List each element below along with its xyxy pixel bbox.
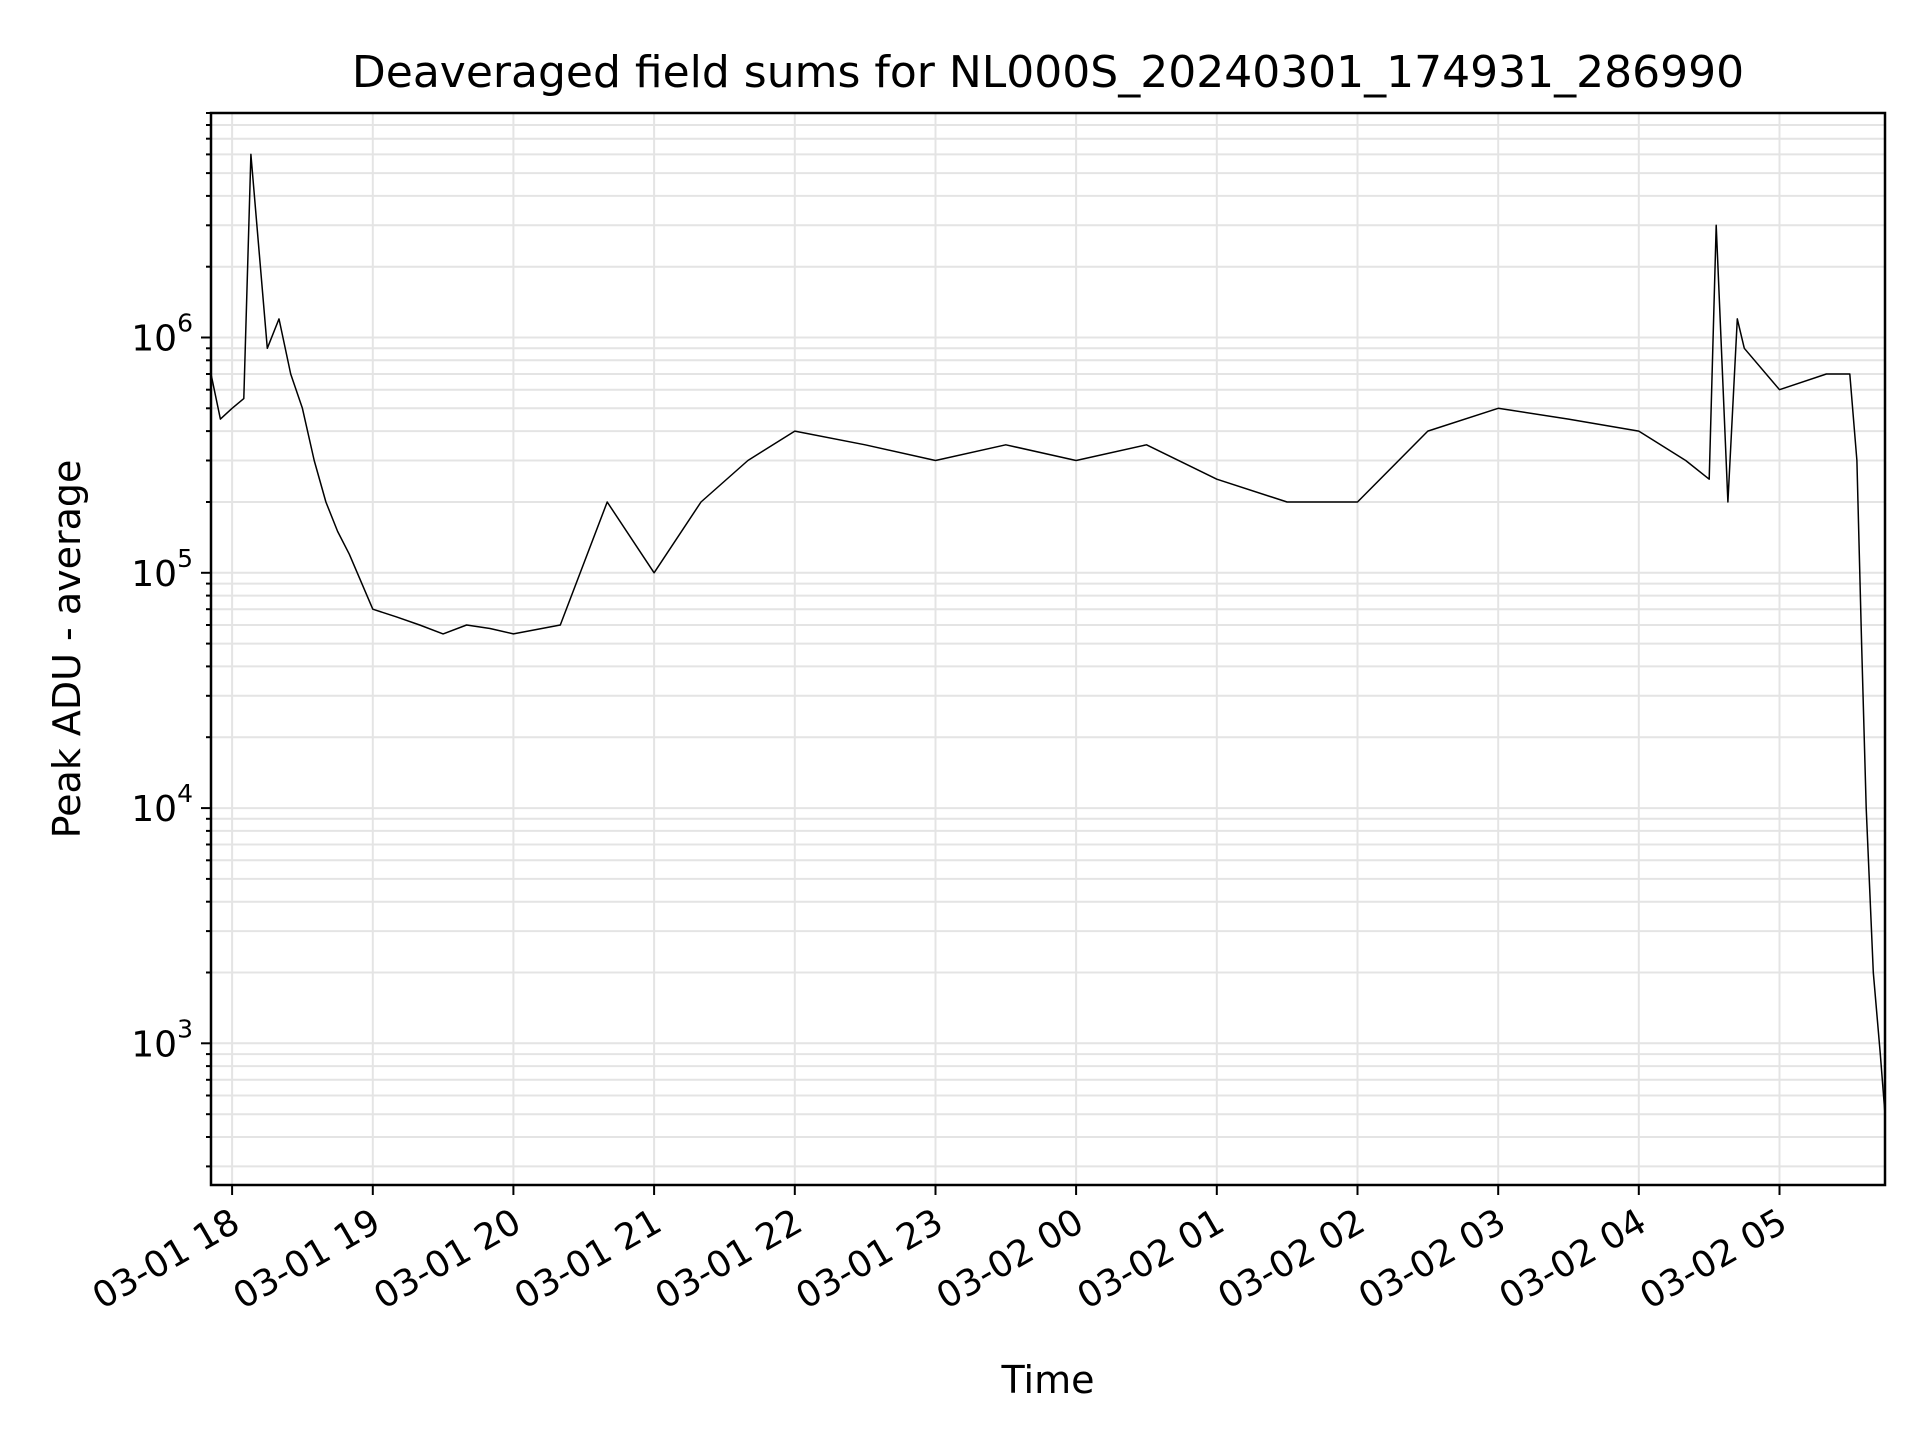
axis-ticks — [201, 112, 1781, 1195]
x-tick-label: 03-02 03 — [1352, 1201, 1513, 1317]
grid-lines — [211, 112, 1885, 1185]
y-tick-label: 106 — [131, 309, 193, 360]
y-tick-label-exponent: 4 — [177, 779, 193, 808]
x-tick-label: 03-02 00 — [930, 1201, 1091, 1317]
x-tick-label: 03-01 22 — [649, 1201, 810, 1317]
y-tick-label-base: 10 — [131, 789, 177, 830]
y-tick-label-base: 10 — [131, 1024, 177, 1065]
y-axis-label: Peak ADU - average — [45, 460, 89, 839]
x-axis-label: Time — [1001, 1358, 1095, 1402]
y-tick-label: 105 — [131, 544, 193, 595]
x-tick-label: 03-01 19 — [227, 1201, 388, 1317]
y-tick-label-exponent: 3 — [177, 1014, 193, 1043]
chart-title: Deaveraged field sums for NL000S_2024030… — [352, 47, 1744, 98]
y-tick-label-base: 10 — [131, 554, 177, 595]
x-tick-label: 03-01 23 — [789, 1201, 950, 1317]
y-tick-label-exponent: 5 — [177, 544, 193, 573]
x-tick-label: 03-01 21 — [508, 1201, 669, 1317]
y-tick-label: 103 — [131, 1014, 193, 1065]
y-tick-label-base: 10 — [131, 319, 177, 360]
plot-frame — [209, 111, 1887, 1187]
x-tick-label: 03-02 02 — [1211, 1201, 1372, 1317]
x-tick-label: 03-02 04 — [1493, 1201, 1654, 1317]
x-tick-label: 03-02 05 — [1633, 1201, 1794, 1317]
y-tick-label-exponent: 6 — [177, 309, 193, 338]
x-tick-label: 03-02 01 — [1071, 1201, 1232, 1317]
series-layer — [211, 153, 1885, 1115]
series-line-0 — [211, 153, 1885, 1115]
x-tick-label: 03-01 20 — [367, 1201, 528, 1317]
x-tick-label: 03-01 18 — [86, 1201, 247, 1317]
y-tick-label: 104 — [131, 779, 193, 830]
